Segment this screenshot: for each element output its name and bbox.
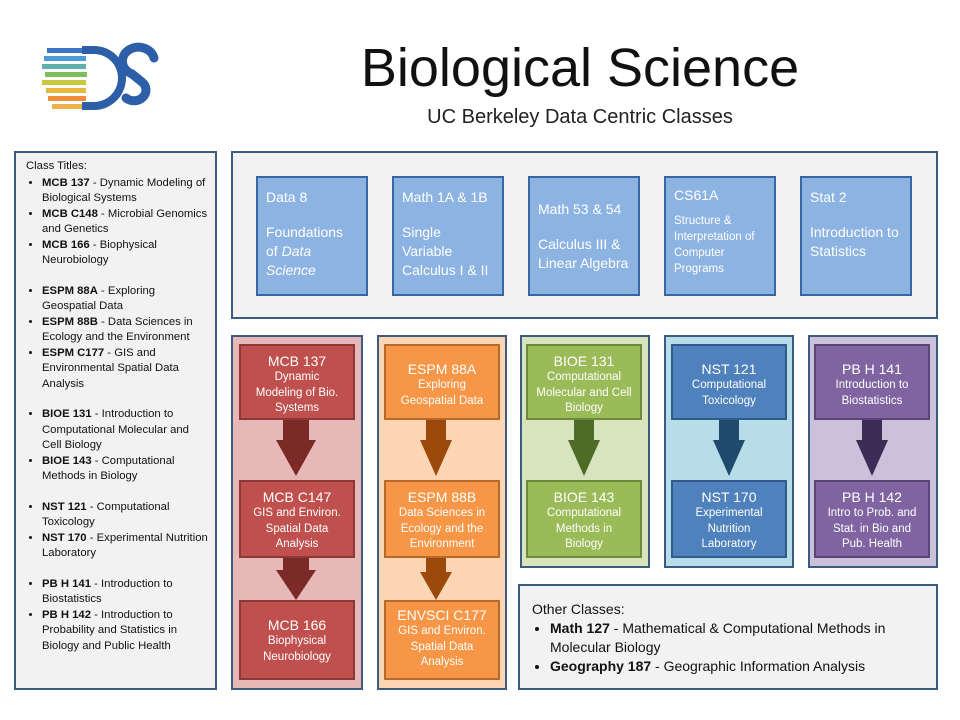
course-desc: Introduction to Statistics — [810, 224, 899, 259]
arrow-mcb-1 — [276, 420, 316, 476]
foundation-box-stat2: Stat 2 Introduction to Statistics — [800, 176, 912, 296]
course-box-espm88b: ESPM 88B Data Sciences in Ecology and the… — [384, 480, 500, 558]
list-item: Geography 187 - Geographic Information A… — [550, 657, 924, 676]
foundation-box-data8: Data 8 Foundations of Data Science — [256, 176, 368, 296]
ds-logo — [42, 40, 167, 120]
course-code: Data 8 — [266, 189, 308, 205]
arrow-espm-2 — [420, 558, 452, 600]
list-item: BIOE 131 - Introduction to Computational… — [42, 407, 209, 454]
list-item: ESPM 88A - Exploring Geospatial Data — [42, 284, 209, 315]
list-item: MCB 166 - Biophysical Neurobiology — [42, 238, 209, 269]
course-box-bioe131: BIOE 131 Computational Molecular and Cell… — [526, 344, 642, 420]
foundation-box-math53: Math 53 & 54 Calculus III & Linear Algeb… — [528, 176, 640, 296]
course-box-mcb137: MCB 137 Dynamic Modeling of Bio. Systems — [239, 344, 355, 420]
list-item: ESPM 88B - Data Sciences in Ecology and … — [42, 315, 209, 346]
list-item: NST 170 - Experimental Nutrition Laborat… — [42, 531, 209, 562]
page-subtitle: UC Berkeley Data Centric Classes — [427, 106, 733, 128]
course-code: Math 53 & 54 — [538, 201, 622, 217]
list-item: NST 121 - Computational Toxicology — [42, 500, 209, 531]
course-desc: Single Variable Calculus I & II — [402, 224, 489, 278]
course-box-pbh142: PB H 142 Intro to Prob. and Stat. in Bio … — [814, 480, 930, 558]
course-box-mcb166: MCB 166 Biophysical Neurobiology — [239, 600, 355, 680]
list-item: Math 127 - Mathematical & Computational … — [550, 619, 924, 657]
course-box-nst121: NST 121 Computational Toxicology — [671, 344, 787, 420]
foundation-box-cs61a: CS61A Structure & Interpretation of Comp… — [664, 176, 776, 296]
foundation-box-math1: Math 1A & 1B Single Variable Calculus I … — [392, 176, 504, 296]
class-titles-list: MCB 137 - Dynamic Modeling of Biological… — [26, 176, 209, 655]
list-item: MCB 137 - Dynamic Modeling of Biological… — [42, 176, 209, 207]
list-item: BIOE 143 - Computational Methods in Biol… — [42, 454, 209, 485]
arrow-espm-1 — [420, 420, 452, 476]
other-classes-heading: Other Classes: — [532, 601, 625, 617]
list-item: ESPM C177 - GIS and Environmental Spatia… — [42, 346, 209, 393]
course-code: Stat 2 — [810, 189, 847, 205]
page-title: Biological Science — [360, 38, 800, 98]
arrow-bioe — [568, 420, 600, 476]
course-box-envscic177: ENVSCI C177 GIS and Environ. Spatial Data… — [384, 600, 500, 680]
course-box-nst170: NST 170 Experimental Nutrition Laboratory — [671, 480, 787, 558]
course-desc: Structure & Interpretation of Computer P… — [674, 215, 755, 275]
arrow-pbh — [856, 420, 888, 476]
other-classes-panel: Other Classes: Math 127 - Mathematical &… — [518, 584, 938, 690]
course-desc: Calculus III & Linear Algebra — [538, 236, 629, 271]
course-box-pbh141: PB H 141 Introduction to Biostatistics — [814, 344, 930, 420]
class-titles-panel: Class Titles: MCB 137 - Dynamic Modeling… — [14, 151, 217, 690]
course-box-espm88a: ESPM 88A Exploring Geospatial Data — [384, 344, 500, 420]
course-box-bioe143: BIOE 143 Computational Methods in Biology — [526, 480, 642, 558]
list-item: PB H 141 - Introduction to Biostatistics — [42, 577, 209, 608]
list-item: MCB C148 - Microbial Genomics and Geneti… — [42, 207, 209, 238]
course-code: Math 1A & 1B — [402, 189, 488, 205]
course-code: CS61A — [674, 187, 719, 203]
arrow-nst — [713, 420, 745, 476]
class-titles-heading: Class Titles: — [26, 160, 87, 172]
arrow-mcb-2 — [276, 558, 316, 600]
course-box-mcbc147: MCB C147 GIS and Environ. Spatial Data An… — [239, 480, 355, 558]
other-classes-list: Math 127 - Mathematical & Computational … — [532, 619, 924, 676]
list-item: PB H 142 - Introduction to Probability a… — [42, 608, 209, 655]
course-desc: Foundations of Data Science — [266, 224, 344, 278]
